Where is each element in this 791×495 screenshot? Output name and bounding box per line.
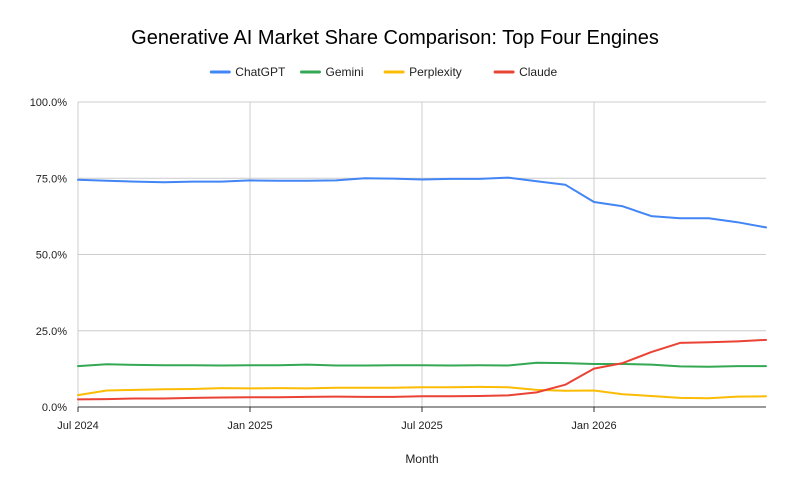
series-line-claude: [77, 338, 767, 401]
legend-label-claude: Claude: [519, 65, 557, 79]
y-tick-label: 75.0%: [36, 173, 67, 185]
x-axis-label: Month: [405, 452, 438, 466]
y-tick-label: 50.0%: [36, 250, 67, 262]
x-axis-ticks: Jul 2024 Jan 2025 Jul 2025 Jan 2026: [57, 407, 617, 432]
x-tick-label: Jul 2025: [401, 420, 443, 432]
y-tick-label: 25.0%: [36, 326, 67, 338]
legend-label-perplexity: Perplexity: [409, 65, 462, 79]
y-tick-label: 0.0%: [42, 402, 67, 414]
series-line-perplexity: [77, 385, 767, 400]
legend: ChatGPT Gemini Perplexity Claude: [209, 65, 557, 79]
chart-title: Generative AI Market Share Comparison: T…: [131, 27, 659, 49]
y-axis-ticks: 0.0% 25.0% 50.0% 75.0% 100.0%: [30, 97, 68, 414]
series-line-chatgpt: [77, 176, 767, 229]
y-tick-label: 100.0%: [30, 97, 68, 109]
series-lines: [77, 176, 767, 401]
x-tick-label: Jul 2024: [57, 420, 99, 432]
x-tick-label: Jan 2026: [571, 420, 616, 432]
series-line-gemini: [77, 361, 767, 368]
legend-label-chatgpt: ChatGPT: [235, 65, 286, 79]
x-tick-label: Jan 2025: [227, 420, 272, 432]
gridlines: [77, 101, 766, 407]
legend-label-gemini: Gemini: [326, 65, 364, 79]
